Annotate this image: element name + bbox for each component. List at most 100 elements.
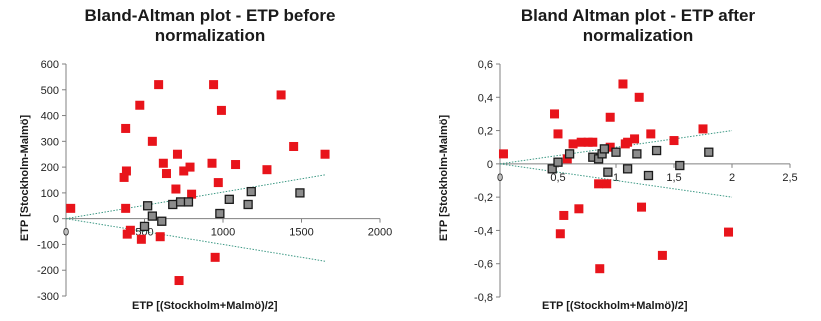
trend-line: [499, 130, 733, 165]
data-point-red: [634, 92, 644, 102]
y-tick-label: 300: [41, 136, 59, 148]
data-point-red: [119, 172, 129, 182]
data-point-red: [207, 158, 217, 168]
chart-title: Bland Altman plot - ETP after normalizat…: [520, 6, 756, 45]
data-point-red: [121, 203, 131, 213]
x-axis-label: ETP [(Stockholm+Malmö)/2]: [132, 300, 278, 312]
x-axis-label: ETP [(Stockholm+Malmö)/2]: [542, 300, 688, 312]
data-point-gray: [142, 201, 153, 211]
data-point-gray: [147, 211, 158, 221]
data-point-red: [568, 139, 578, 149]
data-point-red: [276, 90, 286, 100]
data-point-gray: [295, 188, 305, 198]
data-point-gray: [215, 208, 225, 219]
data-point-red: [576, 137, 586, 147]
data-point-red: [66, 203, 76, 213]
data-point-gray: [643, 170, 654, 181]
plot-area: -0,8 -0,6 -0,4 -0,2 0 0,2 0,4 0,6 0 0,5 1 1,5 2 2,5: [474, 59, 798, 304]
data-point-red: [213, 178, 223, 188]
chart-before-normalization: Bland-Altman plot - ETP before normaliza…: [0, 0, 410, 321]
data-point-red: [289, 141, 299, 151]
data-point-gray: [599, 144, 610, 154]
data-point-gray: [224, 194, 234, 204]
data-point-red: [136, 234, 146, 244]
data-point-red: [588, 137, 598, 147]
y-tick-label: -0,8: [474, 292, 493, 304]
data-point-red: [121, 123, 131, 133]
data-point-red: [618, 79, 628, 89]
y-tick-label: 200: [41, 162, 59, 174]
data-point-red: [724, 227, 734, 237]
data-point-gray: [157, 216, 167, 226]
data-point-gray: [553, 157, 563, 167]
data-point-gray: [704, 147, 714, 157]
data-point-red: [147, 136, 157, 146]
data-point-gray: [632, 149, 642, 159]
data-point-red: [209, 80, 219, 90]
data-point-red: [172, 149, 182, 159]
data-point-gray: [675, 160, 685, 171]
data-point-gray: [175, 197, 186, 207]
data-point-gray: [603, 167, 613, 177]
y-tick-label: 600: [41, 59, 59, 71]
data-point-red: [553, 129, 563, 139]
data-point-red: [559, 210, 569, 220]
data-point-red: [594, 179, 604, 189]
data-point-red: [574, 204, 584, 214]
data-point-gray: [168, 199, 178, 210]
y-tick-label: 100: [41, 188, 59, 200]
data-point-red: [555, 229, 565, 239]
x-tick-label: 1000: [211, 227, 235, 239]
y-tick-label: -200: [37, 265, 59, 277]
data-point-red: [637, 202, 647, 212]
data-point-red: [262, 165, 272, 175]
data-point-red: [320, 149, 330, 159]
data-point-gray: [139, 221, 150, 232]
trend-line: [65, 218, 326, 262]
data-point-red: [595, 264, 605, 274]
data-point-red: [161, 169, 171, 179]
y-tick-label: 0,2: [478, 126, 493, 138]
x-tick-label: 1500: [289, 227, 313, 239]
data-point-red: [174, 276, 184, 286]
data-point-red: [185, 162, 195, 172]
y-tick-label: -300: [37, 291, 59, 303]
data-point-red: [231, 160, 241, 170]
y-tick-label: -0,2: [474, 192, 493, 204]
trend-line: [499, 163, 733, 198]
data-point-gray: [564, 149, 575, 159]
x-tick-label: 2000: [368, 227, 392, 239]
data-point-gray: [651, 145, 662, 156]
data-point-gray: [246, 186, 256, 197]
x-tick-label: 2: [729, 172, 735, 184]
data-point-gray: [622, 164, 633, 174]
data-point-red: [171, 184, 181, 194]
y-tick-label: 500: [41, 85, 59, 97]
chart-after-normalization: Bland Altman plot - ETP after normalizat…: [410, 0, 821, 321]
data-point-red: [155, 232, 165, 242]
data-point-red: [158, 158, 168, 168]
data-point-gray: [547, 164, 557, 174]
data-point-red: [121, 166, 131, 176]
data-point-red: [605, 112, 615, 122]
data-point-red: [657, 250, 667, 260]
data-point-red: [602, 179, 612, 189]
y-tick-label: -0,4: [474, 225, 493, 237]
y-tick-label: 0,6: [478, 59, 493, 71]
data-point-red: [179, 166, 189, 176]
y-tick-label: 0: [53, 214, 59, 226]
data-point-gray: [183, 197, 194, 207]
data-point-red: [669, 136, 679, 146]
data-point-red: [216, 105, 226, 115]
data-point-red: [620, 139, 630, 149]
data-point-red: [210, 252, 220, 262]
y-tick-label: 400: [41, 111, 59, 123]
data-point-red: [187, 189, 197, 199]
data-point-red: [605, 142, 615, 152]
y-tick-label: -0,6: [474, 259, 493, 271]
data-point-red: [583, 137, 593, 147]
data-point-red: [135, 100, 145, 110]
x-tick-label: 0: [497, 172, 503, 184]
x-tick-label: 2,5: [782, 172, 797, 184]
